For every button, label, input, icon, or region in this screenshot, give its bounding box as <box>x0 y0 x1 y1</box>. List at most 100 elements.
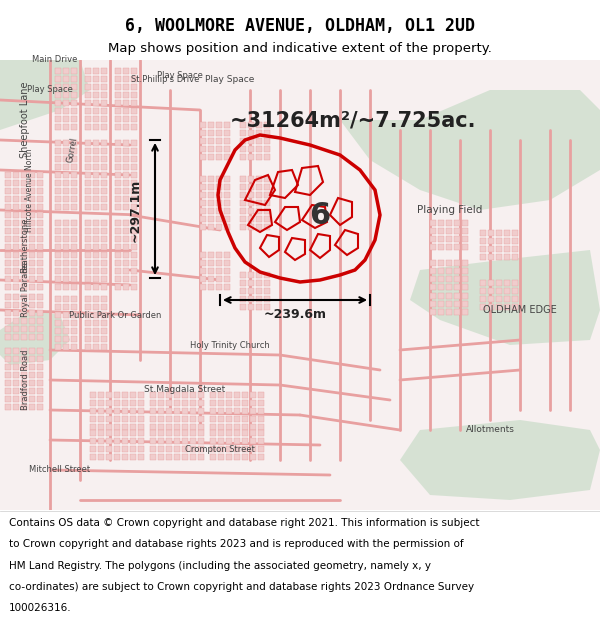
Bar <box>264 200 270 206</box>
Bar <box>240 138 246 144</box>
Bar <box>216 176 222 182</box>
Bar <box>63 220 69 226</box>
Bar <box>5 372 11 378</box>
Bar <box>198 446 204 452</box>
Bar <box>462 293 468 299</box>
Bar <box>101 108 107 114</box>
Bar <box>101 252 107 258</box>
Bar <box>21 252 27 258</box>
Bar <box>13 310 19 316</box>
Bar <box>166 446 172 452</box>
Bar <box>248 192 254 198</box>
Bar <box>438 236 444 242</box>
Bar <box>123 252 129 258</box>
Bar <box>454 293 460 299</box>
Bar <box>71 84 77 90</box>
Bar <box>114 446 120 452</box>
Bar <box>504 238 510 244</box>
Bar <box>182 430 188 436</box>
Bar <box>150 400 156 406</box>
Bar <box>29 356 35 362</box>
Bar <box>71 204 77 210</box>
Bar <box>512 230 518 236</box>
Bar <box>218 430 224 436</box>
Text: Main Drive: Main Drive <box>32 56 77 64</box>
Bar <box>224 260 230 266</box>
Bar <box>234 446 240 452</box>
Bar <box>13 180 19 186</box>
Bar <box>13 236 19 242</box>
Bar <box>131 228 137 234</box>
Bar <box>55 320 61 326</box>
Bar <box>13 364 19 370</box>
Bar <box>224 130 230 136</box>
Bar <box>63 196 69 202</box>
Bar <box>93 108 99 114</box>
Bar <box>218 424 224 430</box>
Bar <box>93 344 99 350</box>
Bar <box>256 288 262 294</box>
Bar <box>85 140 91 146</box>
Bar <box>29 172 35 178</box>
Bar <box>200 122 206 128</box>
Polygon shape <box>0 60 90 130</box>
Bar <box>63 260 69 266</box>
Bar <box>248 216 254 222</box>
Bar <box>174 430 180 436</box>
Bar <box>55 304 61 310</box>
Bar <box>101 116 107 122</box>
Bar <box>85 336 91 342</box>
Bar <box>5 228 11 234</box>
Bar <box>130 408 136 414</box>
Bar <box>21 348 27 354</box>
Bar <box>446 220 452 226</box>
Bar <box>123 156 129 162</box>
Bar <box>13 228 19 234</box>
Bar <box>13 260 19 266</box>
Bar <box>256 130 262 136</box>
Bar <box>512 288 518 294</box>
Bar <box>234 454 240 460</box>
Bar <box>37 348 43 354</box>
Bar <box>21 364 27 370</box>
Bar <box>85 116 91 122</box>
Bar <box>182 392 188 398</box>
Text: Play Space: Play Space <box>157 71 203 79</box>
Bar <box>166 430 172 436</box>
Bar <box>5 310 11 316</box>
Bar <box>13 204 19 210</box>
Bar <box>55 100 61 106</box>
Bar <box>115 188 121 194</box>
Text: Allotments: Allotments <box>466 426 514 434</box>
Bar <box>85 296 91 302</box>
Bar <box>226 438 232 444</box>
Bar <box>115 196 121 202</box>
Bar <box>13 356 19 362</box>
Bar <box>29 388 35 394</box>
Bar <box>256 216 262 222</box>
Bar <box>71 140 77 146</box>
Bar <box>55 156 61 162</box>
Bar <box>85 228 91 234</box>
Bar <box>29 318 35 324</box>
Bar <box>93 252 99 258</box>
Bar <box>224 224 230 230</box>
Bar <box>454 284 460 290</box>
Bar <box>71 68 77 74</box>
Bar <box>93 204 99 210</box>
Bar <box>138 392 144 398</box>
Bar <box>158 400 164 406</box>
Bar <box>37 356 43 362</box>
Bar <box>504 304 510 310</box>
Bar <box>63 284 69 290</box>
Bar <box>258 416 264 422</box>
Bar <box>55 148 61 154</box>
Bar <box>248 130 254 136</box>
Bar <box>210 430 216 436</box>
Bar <box>454 276 460 282</box>
Bar <box>504 288 510 294</box>
Bar <box>37 404 43 410</box>
Bar <box>115 180 121 186</box>
Bar <box>71 284 77 290</box>
Bar <box>21 294 27 300</box>
